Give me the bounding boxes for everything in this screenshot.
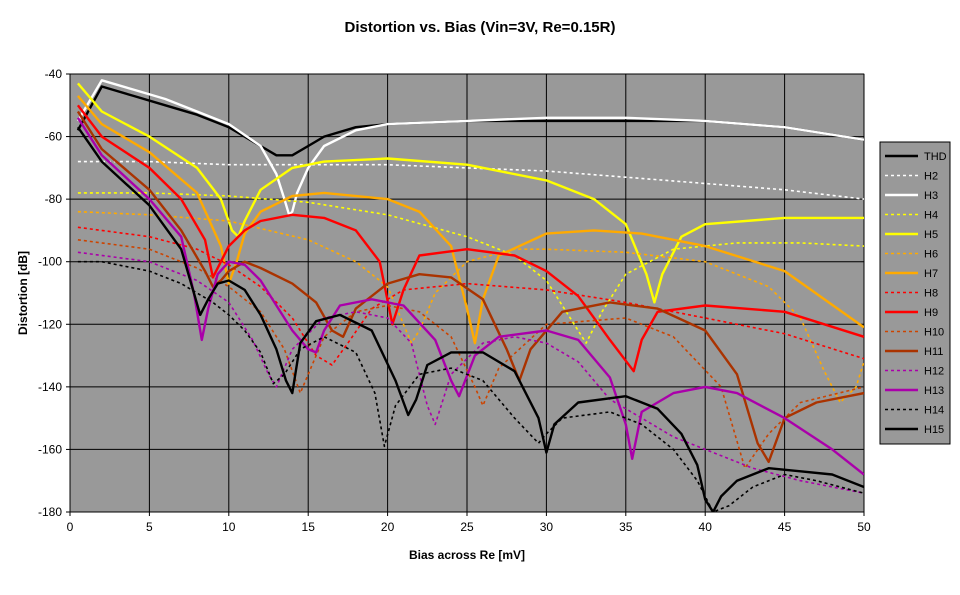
legend-label-h10: H10 bbox=[924, 327, 944, 339]
series-line-h8 bbox=[77, 226, 864, 366]
y-tick-label: -160 bbox=[38, 442, 62, 456]
y-tick-label: -140 bbox=[38, 380, 62, 394]
x-tick-label: 25 bbox=[460, 520, 474, 534]
legend-label-h5: H5 bbox=[924, 229, 938, 241]
y-tick-label: -60 bbox=[45, 130, 63, 144]
x-tick-label: 20 bbox=[381, 520, 395, 534]
x-axis-title: Bias across Re [mV] bbox=[409, 548, 525, 562]
y-axis-title: Distortion [dB] bbox=[16, 251, 30, 335]
y-tick-label: -100 bbox=[38, 255, 62, 269]
legend-label-thd: THD bbox=[924, 151, 947, 163]
x-tick-label: 40 bbox=[699, 520, 713, 534]
y-tick-label: -40 bbox=[45, 67, 63, 81]
legend-label-h9: H9 bbox=[924, 307, 938, 319]
x-tick-label: 15 bbox=[302, 520, 316, 534]
legend-label-h7: H7 bbox=[924, 268, 938, 280]
legend-label-h2: H2 bbox=[924, 171, 938, 183]
series-line-h3 bbox=[76, 79, 864, 216]
legend-label-h15: H15 bbox=[924, 424, 944, 436]
x-tick-label: 0 bbox=[67, 520, 74, 534]
x-tick-label: 30 bbox=[540, 520, 554, 534]
legend-label-h4: H4 bbox=[924, 210, 938, 222]
series-line-h9 bbox=[76, 104, 864, 373]
legend-label-h12: H12 bbox=[924, 366, 944, 378]
series-line-h2 bbox=[77, 160, 864, 200]
y-axis-ticks: -40 -60 -80 -100 -120 -140 -160 -180 bbox=[38, 67, 70, 519]
legend-label-h11: H11 bbox=[924, 346, 943, 358]
legend-label-h8: H8 bbox=[924, 288, 938, 300]
x-axis-ticks: 0 5 10 15 20 25 30 35 40 45 50 bbox=[67, 512, 871, 534]
legend-label-h13: H13 bbox=[924, 385, 944, 397]
legend-label-h14: H14 bbox=[924, 405, 944, 417]
y-tick-label: -180 bbox=[38, 505, 62, 519]
series-line-thd bbox=[76, 85, 864, 157]
y-tick-label: -80 bbox=[45, 192, 63, 206]
x-tick-label: 45 bbox=[778, 520, 792, 534]
series-line-h6 bbox=[77, 210, 864, 404]
x-tick-label: 10 bbox=[222, 520, 236, 534]
y-tick-label: -120 bbox=[38, 317, 62, 331]
chart-title: Distortion vs. Bias (Vin=3V, Re=0.15R) bbox=[345, 19, 616, 36]
x-tick-label: 50 bbox=[857, 520, 871, 534]
legend: THD H2 H3 H4 H5 H6 H7 H8 H9 H10 H11 H12 H13 H14 H15 bbox=[879, 141, 951, 445]
x-tick-label: 5 bbox=[146, 520, 153, 534]
series-line-h15 bbox=[76, 126, 864, 512]
series-line-h13 bbox=[76, 117, 864, 476]
legend-label-h6: H6 bbox=[924, 249, 938, 261]
series-line-h7 bbox=[76, 95, 864, 345]
series-line-h5 bbox=[76, 82, 864, 304]
x-tick-label: 35 bbox=[619, 520, 633, 534]
legend-label-h3: H3 bbox=[924, 190, 938, 202]
series-lines bbox=[76, 79, 864, 512]
